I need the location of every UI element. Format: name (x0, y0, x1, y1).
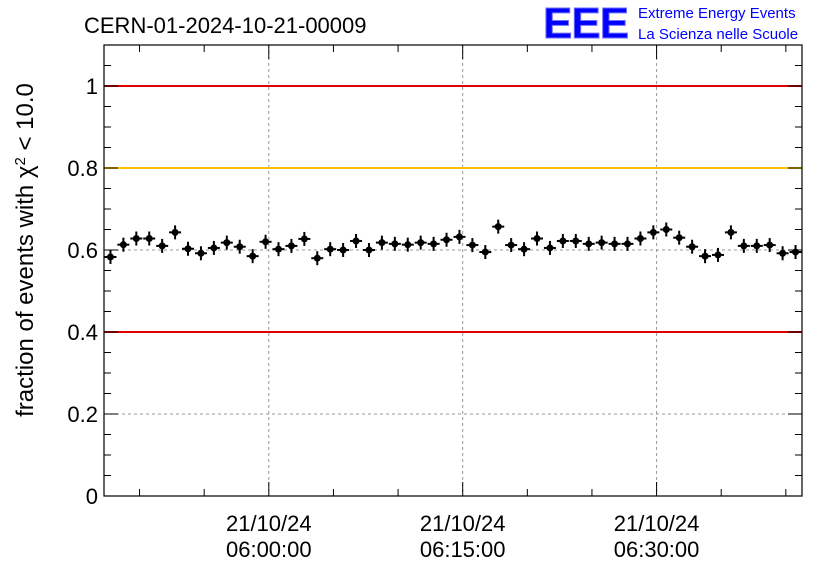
data-point (598, 239, 606, 247)
data-point (236, 243, 244, 251)
eee-logo-line2: La Scienza nelle Scuole (638, 26, 798, 43)
y-axis-label-tail: < 10.0 (12, 83, 39, 157)
y-tick-label: 1 (86, 74, 98, 99)
y-axis-label-sup: 2 (12, 157, 29, 165)
x-tick-label-time: 06:15:00 (420, 537, 506, 562)
data-point (455, 233, 463, 241)
data-point (636, 235, 644, 243)
y-axis-label-main: fraction of events with χ (12, 165, 39, 417)
data-point (365, 246, 373, 254)
data-point (779, 249, 787, 257)
data-point (145, 235, 153, 243)
data-point (326, 245, 334, 253)
data-point (714, 251, 722, 259)
data-point (753, 242, 761, 250)
data-point (352, 237, 360, 245)
data-point (262, 238, 270, 246)
x-tick-label-time: 06:00:00 (226, 537, 312, 562)
data-point (275, 245, 282, 253)
data-point (132, 235, 140, 243)
y-tick-label: 0.2 (67, 402, 98, 427)
data-point (727, 228, 735, 236)
chart-title: CERN-01-2024-10-21-00009 (84, 13, 367, 38)
y-tick-label: 0 (86, 484, 98, 509)
data-point (688, 243, 696, 251)
data-point (430, 240, 438, 248)
data-point (533, 235, 541, 243)
data-point (494, 223, 502, 231)
data-point (287, 242, 295, 250)
data-point (197, 249, 205, 257)
data-point (701, 252, 709, 260)
data-point (249, 252, 257, 260)
plot-frame (103, 44, 803, 497)
data-point (481, 248, 489, 256)
data-point (417, 239, 425, 247)
y-tick-label: 0.4 (67, 320, 98, 345)
data-point (210, 244, 218, 252)
data-point (546, 244, 554, 252)
x-tick-label-date: 21/10/24 (614, 511, 700, 536)
data-point (300, 235, 308, 243)
data-point (404, 241, 412, 249)
plot-area: 00.20.40.60.8121/10/2406:00:0021/10/2406… (67, 44, 803, 562)
data-point (572, 237, 580, 245)
eee-logo: EEE Extreme Energy Events La Scienza nel… (543, 0, 799, 49)
data-point (792, 248, 800, 256)
y-tick-label: 0.8 (67, 156, 98, 181)
data-point (559, 237, 567, 245)
data-point (184, 245, 192, 253)
data-point (611, 240, 619, 248)
data-point (649, 228, 657, 236)
x-tick-label-date: 21/10/24 (226, 511, 312, 536)
data-point (391, 240, 399, 248)
data-point (443, 236, 451, 244)
data-point (766, 241, 774, 249)
eee-logo-line1: Extreme Energy Events (638, 5, 796, 22)
data-point (740, 242, 748, 250)
data-point (106, 253, 114, 261)
data-point (158, 242, 166, 250)
x-tick-label-date: 21/10/24 (420, 511, 506, 536)
data-point (675, 234, 683, 242)
eee-logo-letters: EEE (543, 0, 628, 48)
y-axis-label: fraction of events with χ2 < 10.0 (12, 83, 40, 417)
x-tick-label-time: 06:30:00 (614, 537, 700, 562)
data-point (624, 240, 631, 248)
data-point (339, 246, 347, 254)
data-point (507, 241, 515, 249)
data-point (119, 241, 127, 249)
data-point (585, 240, 593, 248)
data-point (171, 228, 179, 236)
data-point (313, 254, 321, 262)
data-point (520, 245, 528, 253)
data-point (378, 239, 386, 247)
data-point (223, 239, 231, 247)
data-point (468, 241, 476, 249)
data-point (662, 226, 670, 233)
y-tick-label: 0.6 (67, 238, 98, 263)
